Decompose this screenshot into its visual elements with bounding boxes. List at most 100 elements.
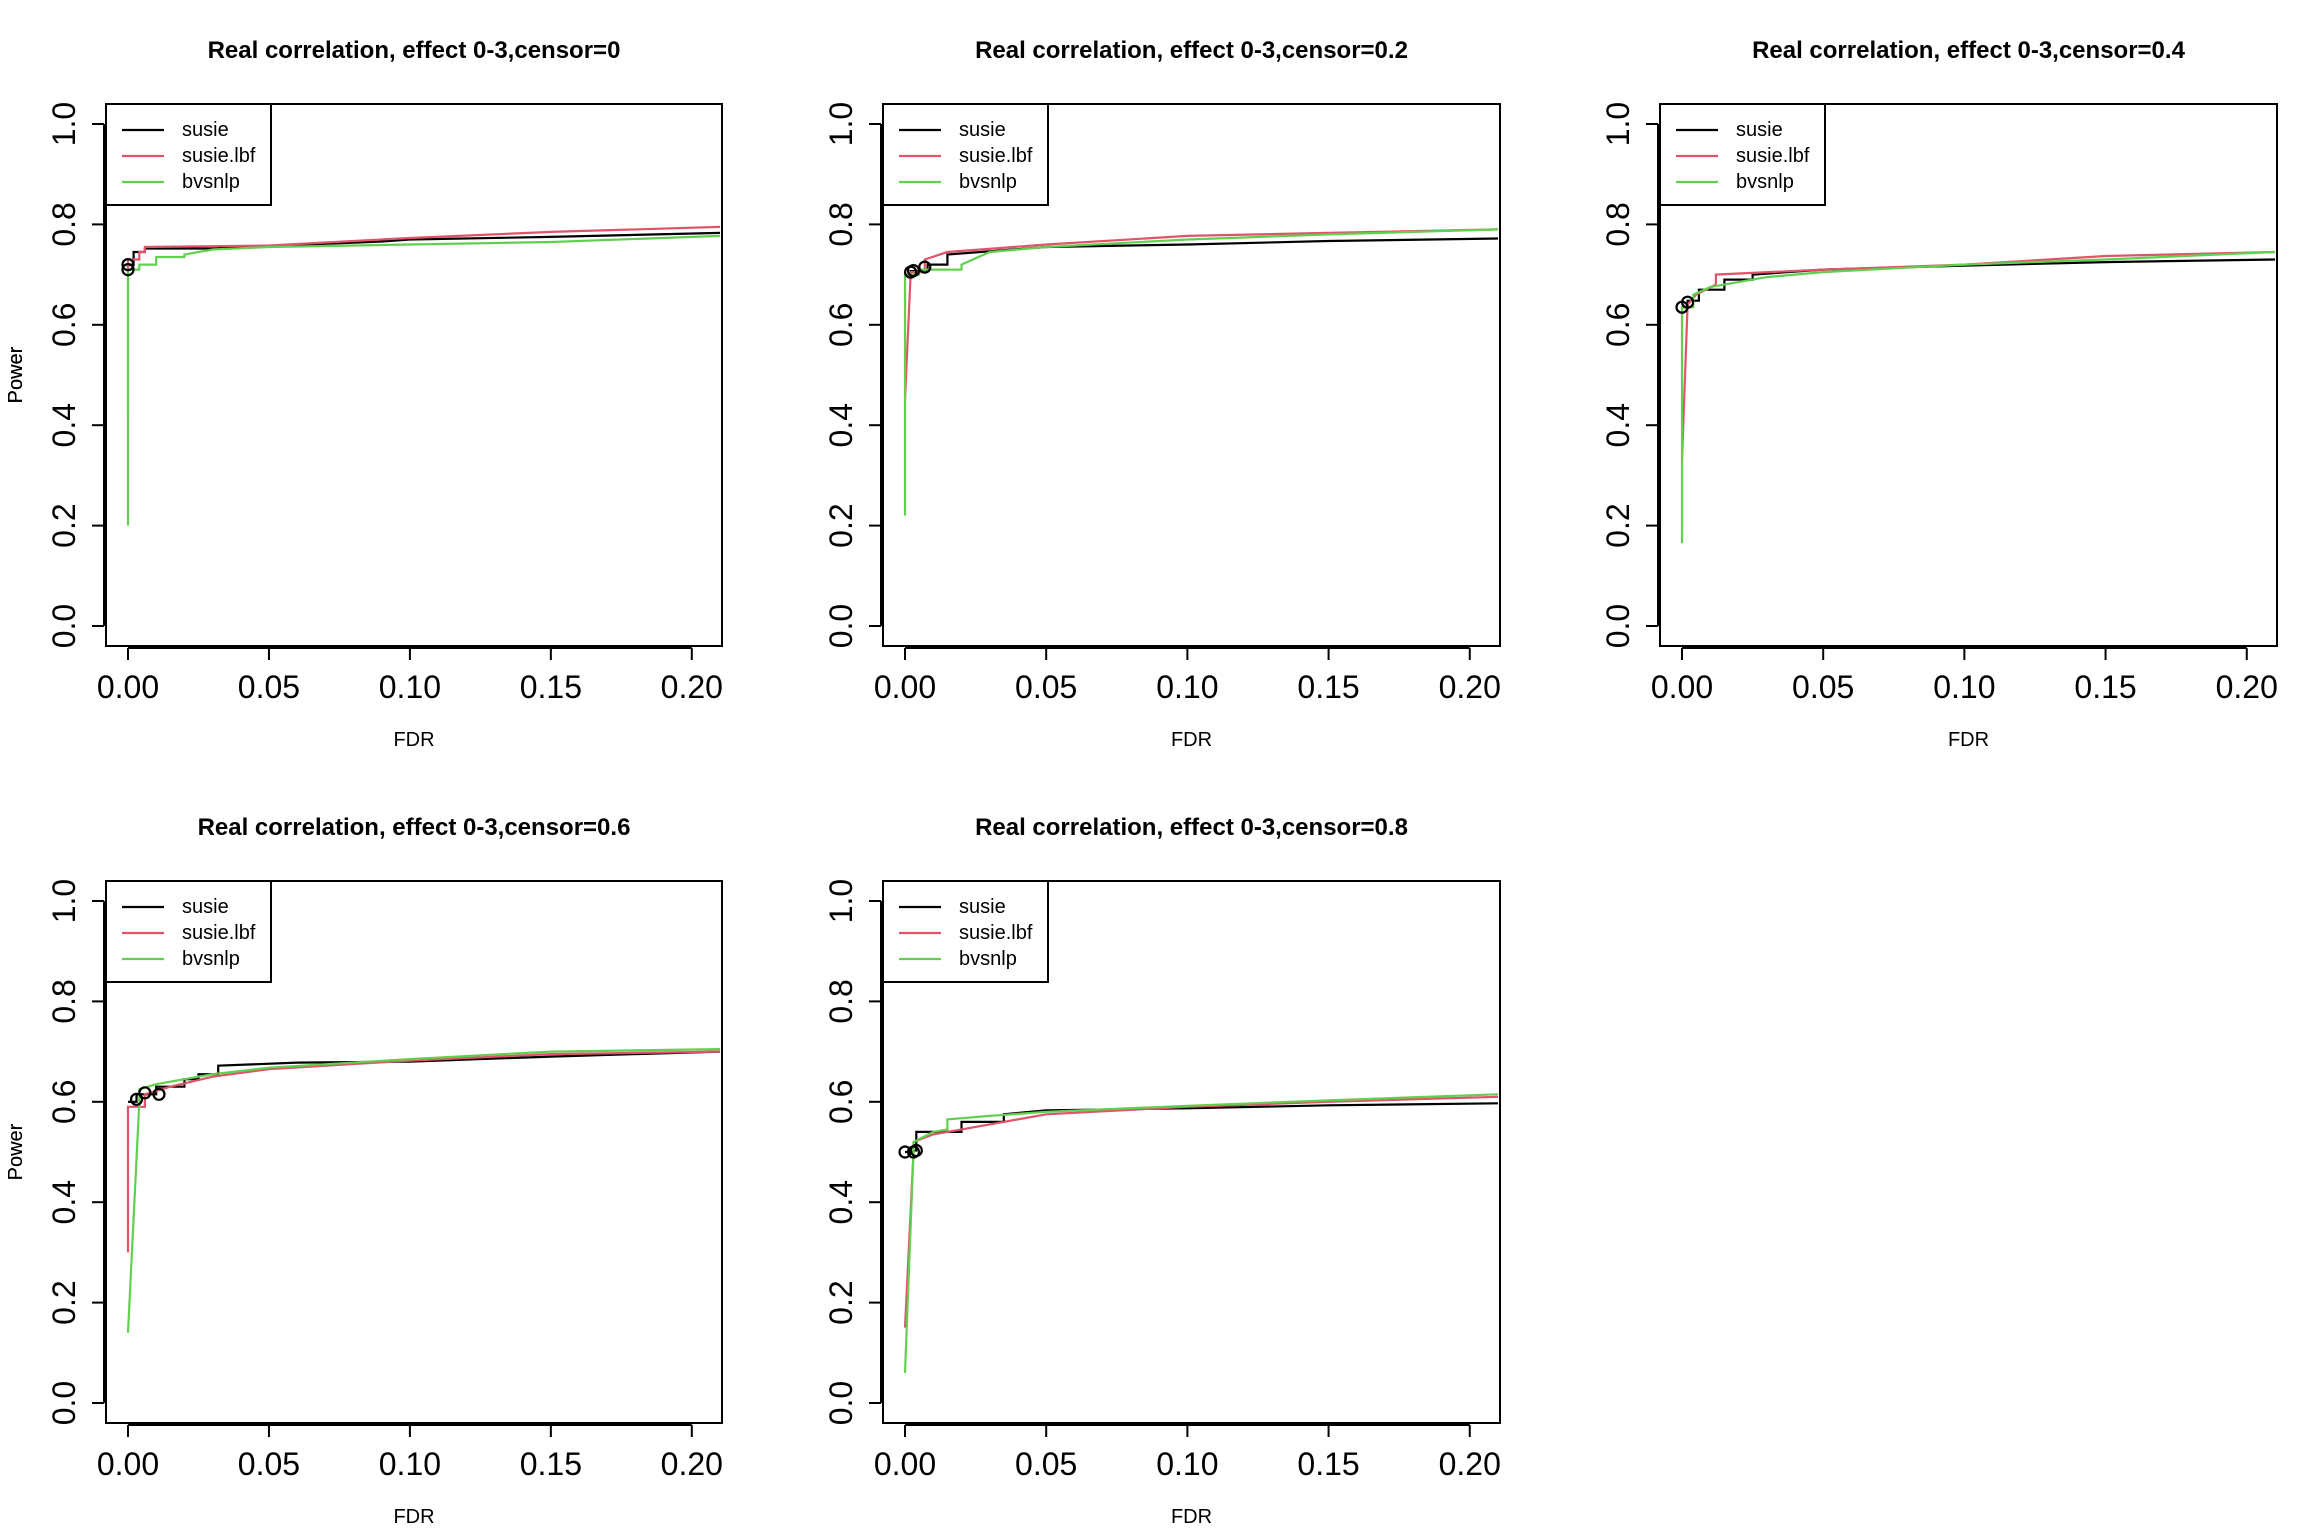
y-tick-label: 0.0 — [823, 1381, 859, 1425]
x-tick-label: 0.10 — [379, 669, 441, 705]
chart-panel-2: Real correlation, effect 0-3,censor=0.2 0… — [5, 37, 1501, 751]
y-tick-label: 1.0 — [46, 879, 82, 923]
x-tick-label: 0.15 — [2074, 669, 2136, 705]
x-tick-label: 0.05 — [1015, 669, 1077, 705]
series-group — [126, 1048, 721, 1333]
x-tick-label: 0.20 — [661, 1446, 723, 1482]
data-point-marker — [121, 258, 135, 272]
y-tick-label: 0.2 — [46, 503, 82, 547]
legend-label: susie — [959, 896, 1006, 918]
y-tick-label: 0.2 — [823, 1280, 859, 1324]
legend-label: bvsnlp — [1736, 171, 1794, 193]
series-group — [126, 225, 721, 526]
legend-label: susie.lbf — [182, 145, 256, 167]
x-axis-label: FDR — [1171, 1506, 1212, 1528]
y-tick-label: 0.6 — [823, 1080, 859, 1124]
data-point-marker — [909, 1143, 923, 1158]
y-tick-label: 0.8 — [46, 979, 82, 1023]
y-tick-label: 0.2 — [46, 1280, 82, 1324]
data-point-marker — [129, 1092, 144, 1106]
x-tick-label: 0.15 — [1297, 1446, 1359, 1482]
plot-frame — [882, 103, 1501, 647]
y-tick-label: 0.4 — [46, 1180, 82, 1224]
series-line-bvsnlp — [1680, 250, 2276, 544]
legend-label: susie — [182, 896, 229, 918]
y-axis-label: Power — [5, 1123, 27, 1180]
data-point-marker — [152, 1087, 166, 1101]
legend: susie susie.lbf bvsnlp — [882, 103, 1049, 206]
legend-box — [882, 880, 1049, 983]
x-tick-label: 0.00 — [97, 669, 159, 705]
y-tick-label: 0.6 — [1600, 303, 1636, 347]
legend-label: bvsnlp — [959, 948, 1017, 970]
y-tick-label: 0.6 — [46, 1080, 82, 1124]
x-axis-label: FDR — [1948, 729, 1989, 751]
x-tick-label: 0.00 — [874, 669, 936, 705]
legend-box — [105, 880, 272, 983]
x-tick-label: 0.10 — [379, 1446, 441, 1482]
legend: susie susie.lbf bvsnlp — [882, 880, 1049, 983]
x-axis-label: FDR — [1171, 729, 1212, 751]
y-tick-label: 0.0 — [1600, 604, 1636, 648]
chart-title: Real correlation, effect 0-3,censor=0.4 — [1752, 37, 2186, 64]
x-tick-label: 0.20 — [661, 669, 723, 705]
x-tick-label: 0.20 — [2216, 669, 2278, 705]
legend-label: bvsnlp — [182, 171, 240, 193]
chart-title: Real correlation, effect 0-3,censor=0.6 — [198, 814, 631, 841]
legend-label: susie — [959, 119, 1006, 141]
x-tick-label: 0.20 — [1439, 1446, 1501, 1482]
series-line-susie-lbf — [903, 228, 1499, 401]
y-tick-label: 0.0 — [46, 604, 82, 648]
x-tick-label: 0.10 — [1156, 669, 1218, 705]
x-tick-label: 0.00 — [97, 1446, 159, 1482]
x-tick-label: 0.10 — [1933, 669, 1995, 705]
data-point-marker — [138, 1086, 152, 1100]
y-axis-label: Power — [5, 346, 27, 403]
x-tick-label: 0.00 — [874, 1446, 936, 1482]
x-tick-label: 0.10 — [1156, 1446, 1218, 1482]
legend-label: susie.lbf — [182, 922, 256, 944]
x-axis-label: FDR — [393, 729, 434, 751]
legend-label: bvsnlp — [959, 171, 1017, 193]
y-tick-label: 0.0 — [823, 604, 859, 648]
series-line-susie — [905, 1102, 1499, 1154]
plot-frame — [1659, 103, 2278, 647]
x-tick-label: 0.00 — [1651, 669, 1713, 705]
chart-title: Real correlation, effect 0-3,censor=0.8 — [975, 814, 1408, 841]
x-tick-label: 0.05 — [238, 1446, 300, 1482]
y-axis-label: Power — [5, 346, 27, 403]
legend-label: susie — [1736, 119, 1783, 141]
series-line-bvsnlp — [126, 234, 721, 526]
legend-label: susie.lbf — [959, 922, 1033, 944]
series-line-susie-lbf — [1680, 250, 2276, 461]
y-tick-label: 1.0 — [823, 879, 859, 923]
legend-label: susie.lbf — [959, 145, 1033, 167]
y-tick-label: 0.6 — [823, 303, 859, 347]
chart-panel-1: Real correlation, effect 0-3,censor=0 0.0… — [5, 37, 723, 751]
legend-label: susie.lbf — [1736, 145, 1810, 167]
legend-box — [105, 103, 272, 206]
x-tick-label: 0.15 — [520, 1446, 582, 1482]
x-axis-label: FDR — [393, 1506, 434, 1528]
series-line-susie-lbf — [126, 1050, 721, 1253]
series-group — [1680, 250, 2276, 544]
legend-box — [1659, 103, 1826, 206]
x-tick-label: 0.05 — [1792, 669, 1854, 705]
legend: susie susie.lbf bvsnlp — [105, 103, 272, 206]
y-tick-label: 0.6 — [46, 303, 82, 347]
y-axis-label: Power — [5, 1123, 27, 1180]
series-group — [903, 1093, 1499, 1373]
y-tick-label: 0.8 — [823, 979, 859, 1023]
y-axis-label: Power — [5, 346, 27, 403]
series-line-bvsnlp — [903, 228, 1499, 516]
series-group — [903, 228, 1499, 516]
y-tick-label: 1.0 — [1600, 102, 1636, 146]
y-tick-label: 0.8 — [46, 202, 82, 246]
x-tick-label: 0.15 — [1297, 669, 1359, 705]
y-tick-label: 1.0 — [823, 102, 859, 146]
data-point-marker — [121, 263, 135, 277]
series-line-bvsnlp — [903, 1093, 1499, 1373]
y-tick-label: 0.2 — [823, 503, 859, 547]
series-line-susie — [905, 237, 1499, 276]
legend: susie susie.lbf bvsnlp — [1659, 103, 1826, 206]
